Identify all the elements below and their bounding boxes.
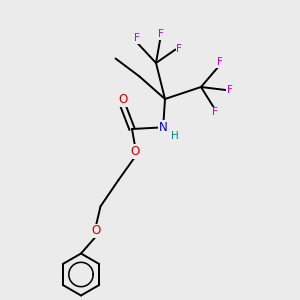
Text: F: F	[212, 107, 218, 118]
Text: H: H	[171, 131, 179, 141]
Text: O: O	[92, 224, 100, 238]
Text: F: F	[226, 85, 232, 95]
Text: F: F	[217, 57, 223, 68]
Text: O: O	[118, 93, 127, 106]
Text: F: F	[176, 44, 182, 55]
Text: N: N	[159, 121, 168, 134]
Text: F: F	[158, 29, 164, 39]
Text: O: O	[130, 145, 140, 158]
Text: F: F	[134, 33, 140, 43]
